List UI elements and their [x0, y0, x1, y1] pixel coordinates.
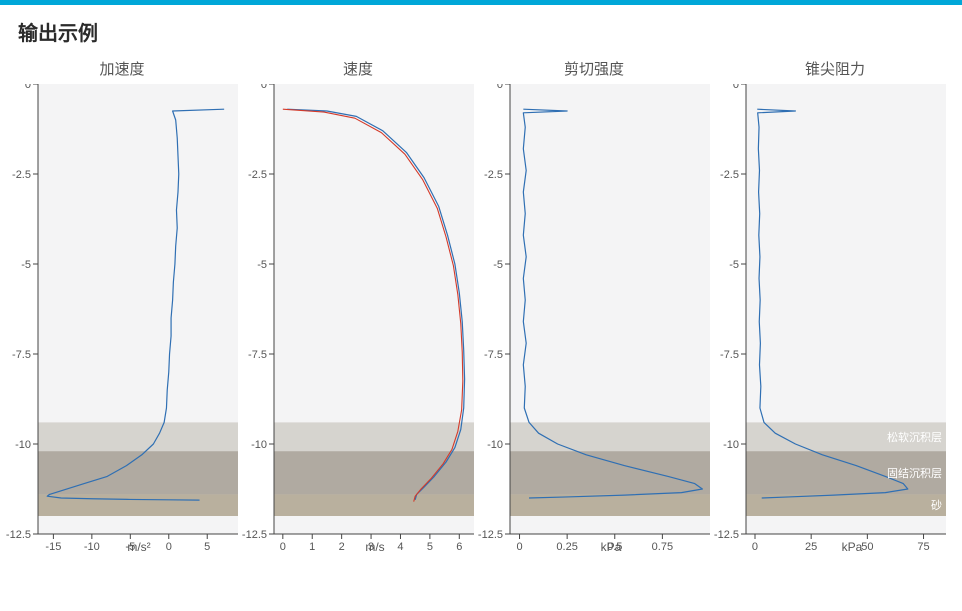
- sediment-band-0: [38, 422, 238, 451]
- svg-text:6: 6: [456, 541, 462, 553]
- sediment-band-0: [274, 422, 474, 451]
- svg-text:-7.5: -7.5: [12, 349, 31, 361]
- svg-text:-5: -5: [729, 259, 739, 271]
- svg-text:0: 0: [752, 541, 758, 553]
- svg-text:0: 0: [261, 84, 267, 91]
- svg-text:0.5: 0.5: [607, 541, 622, 553]
- plot-accel: 0 -2.5 -5 -7.5 -10 -12.5 -15 -10 -5 0 5: [4, 84, 240, 554]
- sediment-label-0: 松软沉积层: [887, 430, 942, 444]
- svg-text:3: 3: [368, 541, 374, 553]
- svg-text:0: 0: [516, 541, 522, 553]
- svg-text:4: 4: [397, 541, 403, 553]
- svg-text:-2.5: -2.5: [12, 169, 31, 181]
- svg-text:0: 0: [280, 541, 286, 553]
- svg-text:-12.5: -12.5: [242, 529, 267, 541]
- svg-text:0: 0: [497, 84, 503, 91]
- svg-text:50: 50: [861, 541, 873, 553]
- svg-text:-12.5: -12.5: [6, 529, 31, 541]
- svg-text:-12.5: -12.5: [478, 529, 503, 541]
- svg-text:-10: -10: [723, 439, 739, 451]
- sediment-band-1: [274, 451, 474, 494]
- plot-shear: 0 -2.5 -5 -7.5 -10 -12.5 0 0.25 0.5 0.75: [476, 84, 712, 554]
- panel-accel: 加速度0-2.5-5-7.5-10-12.5-15-10-505m/s²: [4, 56, 240, 554]
- panel-title-cone: 锥尖阻力: [712, 56, 958, 84]
- panel-title-accel: 加速度: [4, 56, 240, 84]
- svg-text:-5: -5: [21, 259, 31, 271]
- svg-text:0.25: 0.25: [556, 541, 577, 553]
- svg-text:-12.5: -12.5: [714, 529, 739, 541]
- svg-text:0: 0: [25, 84, 31, 91]
- svg-text:-2.5: -2.5: [248, 169, 267, 181]
- svg-text:0: 0: [733, 84, 739, 91]
- svg-text:-10: -10: [84, 541, 100, 553]
- plot-velocity: 0 -2.5 -5 -7.5 -10 -12.5 0 1 2 3 4 5 6: [240, 84, 476, 554]
- svg-text:-10: -10: [487, 439, 503, 451]
- svg-text:-7.5: -7.5: [484, 349, 503, 361]
- svg-text:-5: -5: [257, 259, 267, 271]
- svg-text:5: 5: [427, 541, 433, 553]
- svg-text:1: 1: [309, 541, 315, 553]
- section-title: 输出示例: [0, 5, 962, 52]
- panel-shear: 剪切强度0-2.5-5-7.5-10-12.500.250.50.75kPa: [476, 56, 712, 554]
- svg-text:-2.5: -2.5: [720, 169, 739, 181]
- svg-text:0.75: 0.75: [652, 541, 673, 553]
- panel-cone: 锥尖阻力0-2.5-5-7.5-10-12.50255075松软沉积层固结沉积层…: [712, 56, 958, 554]
- plot-cone: 0 -2.5 -5 -7.5 -10 -12.5 0 25 50 75 松软沉积层固结沉积层砂: [712, 84, 958, 554]
- svg-text:75: 75: [917, 541, 929, 553]
- svg-text:-15: -15: [45, 541, 61, 553]
- chart-grid: 加速度0-2.5-5-7.5-10-12.5-15-10-505m/s²速度0-…: [0, 52, 962, 568]
- svg-text:-10: -10: [251, 439, 267, 451]
- svg-text:2: 2: [339, 541, 345, 553]
- svg-text:-7.5: -7.5: [720, 349, 739, 361]
- panel-title-velocity: 速度: [240, 56, 476, 84]
- svg-text:25: 25: [805, 541, 817, 553]
- sediment-band-1: [510, 451, 710, 494]
- sediment-label-2: 砂: [931, 499, 942, 512]
- svg-text:-10: -10: [15, 439, 31, 451]
- sediment-band-0: [510, 422, 710, 451]
- sediment-label-1: 固结沉积层: [887, 467, 942, 480]
- svg-text:-2.5: -2.5: [484, 169, 503, 181]
- sediment-band-2: [274, 494, 474, 516]
- svg-text:0: 0: [166, 541, 172, 553]
- panel-title-shear: 剪切强度: [476, 56, 712, 84]
- svg-text:-7.5: -7.5: [248, 349, 267, 361]
- svg-text:-5: -5: [125, 541, 135, 553]
- svg-text:5: 5: [204, 541, 210, 553]
- svg-text:-5: -5: [493, 259, 503, 271]
- panel-velocity: 速度0-2.5-5-7.5-10-12.50123456m/s: [240, 56, 476, 554]
